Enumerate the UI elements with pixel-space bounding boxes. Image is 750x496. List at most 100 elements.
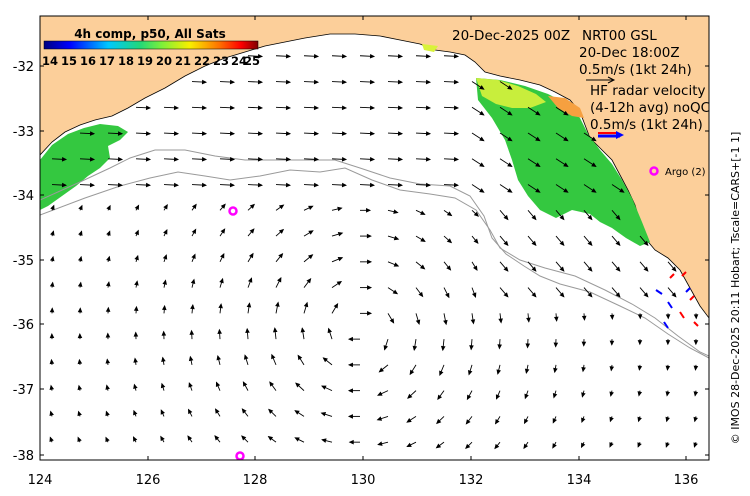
- argo-label: Argo (2): [665, 167, 706, 178]
- legend-value: 17: [99, 54, 115, 68]
- plot-frame: [39, 15, 710, 461]
- current-vector: [303, 79, 320, 85]
- current-vector: [214, 435, 221, 443]
- current-vector: [406, 416, 417, 423]
- current-vector: [443, 235, 453, 244]
- y-tick-label: -38: [13, 449, 34, 464]
- current-vector: [527, 184, 541, 193]
- current-vector: [497, 339, 502, 350]
- current-vector: [435, 441, 445, 449]
- current-vector: [471, 132, 485, 142]
- current-vector: [583, 158, 597, 168]
- current-vector: [415, 209, 426, 215]
- current-vector: [443, 313, 448, 326]
- current-vector: [637, 364, 643, 371]
- current-vector: [79, 131, 96, 136]
- current-vector: [581, 441, 586, 449]
- current-vector: [499, 261, 509, 272]
- current-vector: [163, 131, 180, 136]
- current-vector: [187, 408, 193, 417]
- current-vector: [387, 209, 399, 214]
- current-vector: [331, 257, 344, 263]
- argo-marker: [228, 206, 238, 216]
- x-tick-label: 128: [243, 473, 268, 488]
- current-vector: [527, 132, 541, 142]
- current-vector: [523, 441, 529, 450]
- current-vector: [275, 131, 292, 136]
- y-axis: -32 -33 -34 -35 -36 -37 -38: [13, 60, 709, 464]
- scale-arrow-icon: [586, 76, 616, 84]
- current-vector: [50, 204, 55, 211]
- current-vector: [498, 313, 503, 324]
- current-vector: [415, 287, 424, 298]
- current-vector: [163, 229, 168, 237]
- current-vector: [527, 261, 537, 272]
- hf-radar-vectors: [655, 271, 699, 329]
- current-vector: [347, 388, 360, 393]
- current-vector: [665, 416, 670, 423]
- current-vector: [133, 357, 138, 365]
- map-date: 20-Dec-2025 00Z: [452, 28, 570, 44]
- current-vector: [105, 306, 111, 314]
- current-vector: [581, 364, 586, 373]
- current-vector: [499, 132, 513, 142]
- current-vector: [320, 412, 333, 417]
- current-vector: [440, 339, 446, 352]
- x-tick-label: 132: [459, 473, 484, 488]
- current-vector: [443, 261, 452, 271]
- current-vector: [499, 106, 513, 116]
- current-vector: [581, 390, 586, 398]
- current-vector: [639, 287, 649, 298]
- current-vector: [409, 364, 417, 376]
- current-vector: [134, 280, 139, 288]
- current-vector: [107, 131, 124, 136]
- current-vector: [378, 364, 389, 373]
- current-vector: [387, 313, 395, 324]
- current-vector: [215, 381, 221, 391]
- current-vector: [552, 441, 557, 449]
- current-vector: [387, 53, 404, 59]
- current-vector: [406, 441, 417, 448]
- legend-value: 25: [244, 54, 260, 68]
- current-vector: [303, 53, 320, 59]
- current-vector: [77, 281, 83, 288]
- x-tick-marks: [39, 16, 687, 460]
- current-vector: [331, 79, 348, 85]
- current-vector: [275, 204, 285, 211]
- current-vector: [693, 339, 699, 346]
- hf-vector: [689, 295, 695, 301]
- current-vector: [77, 307, 83, 314]
- current-vector: [360, 285, 373, 290]
- current-vector: [321, 385, 333, 392]
- y-tick-marks: [40, 65, 709, 456]
- current-vector: [160, 382, 166, 391]
- current-vector: [667, 261, 677, 272]
- current-vector: [162, 304, 167, 314]
- hf-line3: 0.5m/s (1kt 24h): [590, 117, 703, 133]
- current-vector: [494, 441, 501, 450]
- current-vector: [471, 287, 477, 298]
- current-vector: [77, 410, 82, 417]
- current-vector: [527, 287, 537, 298]
- current-vector: [495, 390, 501, 400]
- current-vector: [527, 210, 537, 221]
- current-vector: [267, 435, 277, 443]
- current-vector: [163, 105, 180, 111]
- current-vector: [275, 252, 284, 263]
- current-vector: [667, 287, 677, 298]
- y-tick-label: -37: [13, 383, 34, 398]
- current-vector: [611, 184, 625, 193]
- contour-200m: [40, 149, 709, 359]
- current-vector: [359, 53, 376, 59]
- current-vector: [387, 105, 404, 111]
- current-vector: [300, 327, 306, 340]
- current-vector: [162, 279, 167, 288]
- current-vector: [527, 235, 537, 247]
- current-vector: [162, 254, 168, 262]
- hf-vector: [655, 289, 663, 295]
- current-vector: [189, 329, 195, 340]
- current-vector: [161, 330, 167, 340]
- contour-1000m: [40, 167, 709, 357]
- current-vector: [443, 182, 460, 188]
